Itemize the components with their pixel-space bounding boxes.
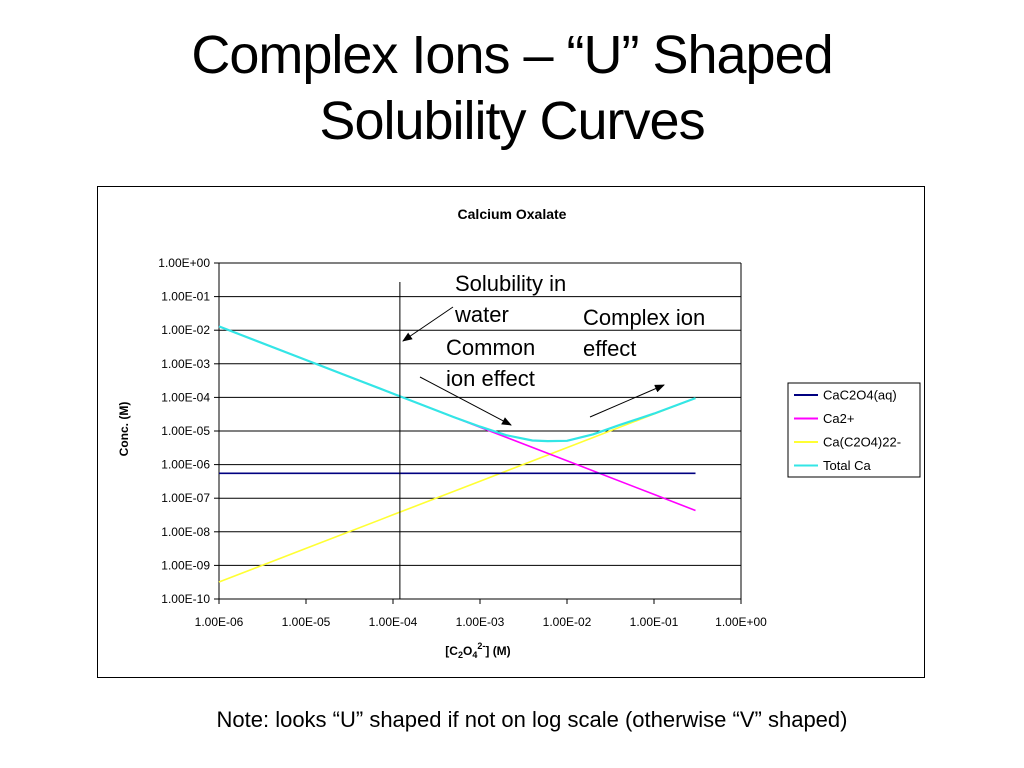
arrow-complex-ion: [589, 384, 665, 418]
x-axis-label: [C2O42-] (M): [445, 641, 510, 660]
legend-entry-label: Total Ca: [823, 458, 871, 473]
series-line-total-ca: [218, 325, 696, 443]
x-tick-label: 1.00E-04: [369, 615, 418, 629]
x-tick-label: 1.00E-05: [282, 615, 331, 629]
annotation-solubility-line2: water: [454, 302, 509, 327]
y-tick-label: 1.00E-07: [161, 491, 210, 505]
annotation-common-line2: ion effect: [446, 366, 535, 391]
x-tick-label: 1.00E+00: [715, 615, 767, 629]
arrow-common-ion: [419, 376, 512, 426]
y-tick-label: 1.00E-06: [161, 458, 210, 472]
series-lines: [218, 325, 696, 583]
axes: 1.00E+00 1.00E-01 1.00E-02 1.00E-03 1.00E-04…: [158, 256, 767, 629]
legend-entry-label: CaC2O4(aq): [823, 388, 897, 403]
x-tick-label: 1.00E-02: [543, 615, 592, 629]
y-tick-label: 1.00E-04: [161, 390, 210, 404]
legend-box: [787, 382, 921, 478]
y-tick-label: 1.00E-02: [161, 323, 210, 337]
x-tick-label: 1.00E-01: [630, 615, 679, 629]
chart-frame: Calcium Oxalate 1.00E+00 1.00E-01 1.00E-02…: [97, 186, 925, 678]
arrow-solubility: [402, 306, 454, 342]
slide-title: Complex Ions – “U” Shaped Solubility Cur…: [0, 22, 1024, 154]
series-line-ca-c2o4-22-: [218, 397, 696, 583]
y-tick-label: 1.00E-10: [161, 592, 210, 606]
annotations: Solubility in water Common ion effect Comple…: [399, 271, 705, 599]
annotation-complex-line2: effect: [583, 336, 636, 361]
chart-title: Calcium Oxalate: [458, 206, 567, 222]
y-axis-label: Conc. (M): [117, 402, 131, 457]
slide-title-line2: Solubility Curves: [319, 91, 705, 151]
y-tick-label: 1.00E-01: [161, 290, 210, 304]
footnote: Note: looks “U” shaped if not on log sca…: [216, 707, 848, 732]
annotation-common-line1: Common: [446, 335, 535, 360]
x-tick-label: 1.00E-06: [195, 615, 244, 629]
annotation-complex-line1: Complex ion: [583, 305, 705, 330]
solubility-chart: Calcium Oxalate 1.00E+00 1.00E-01 1.00E-02…: [117, 206, 921, 660]
x-tick-label: 1.00E-03: [456, 615, 505, 629]
y-tick-label: 1.00E-03: [161, 357, 210, 371]
legend: CaC2O4(aq) Ca2+ Ca(C2O4)22- Total Ca: [787, 382, 921, 478]
legend-entry-label: Ca2+: [823, 411, 854, 426]
y-tick-label: 1.00E+00: [158, 256, 210, 270]
slide-title-line1: Complex Ions – “U” Shaped: [191, 25, 833, 85]
y-tick-label: 1.00E-09: [161, 558, 210, 572]
annotation-solubility-line1: Solubility in: [455, 271, 566, 296]
legend-entry-label: Ca(C2O4)22-: [823, 435, 901, 450]
y-tick-label: 1.00E-05: [161, 424, 210, 438]
y-tick-label: 1.00E-08: [161, 525, 210, 539]
